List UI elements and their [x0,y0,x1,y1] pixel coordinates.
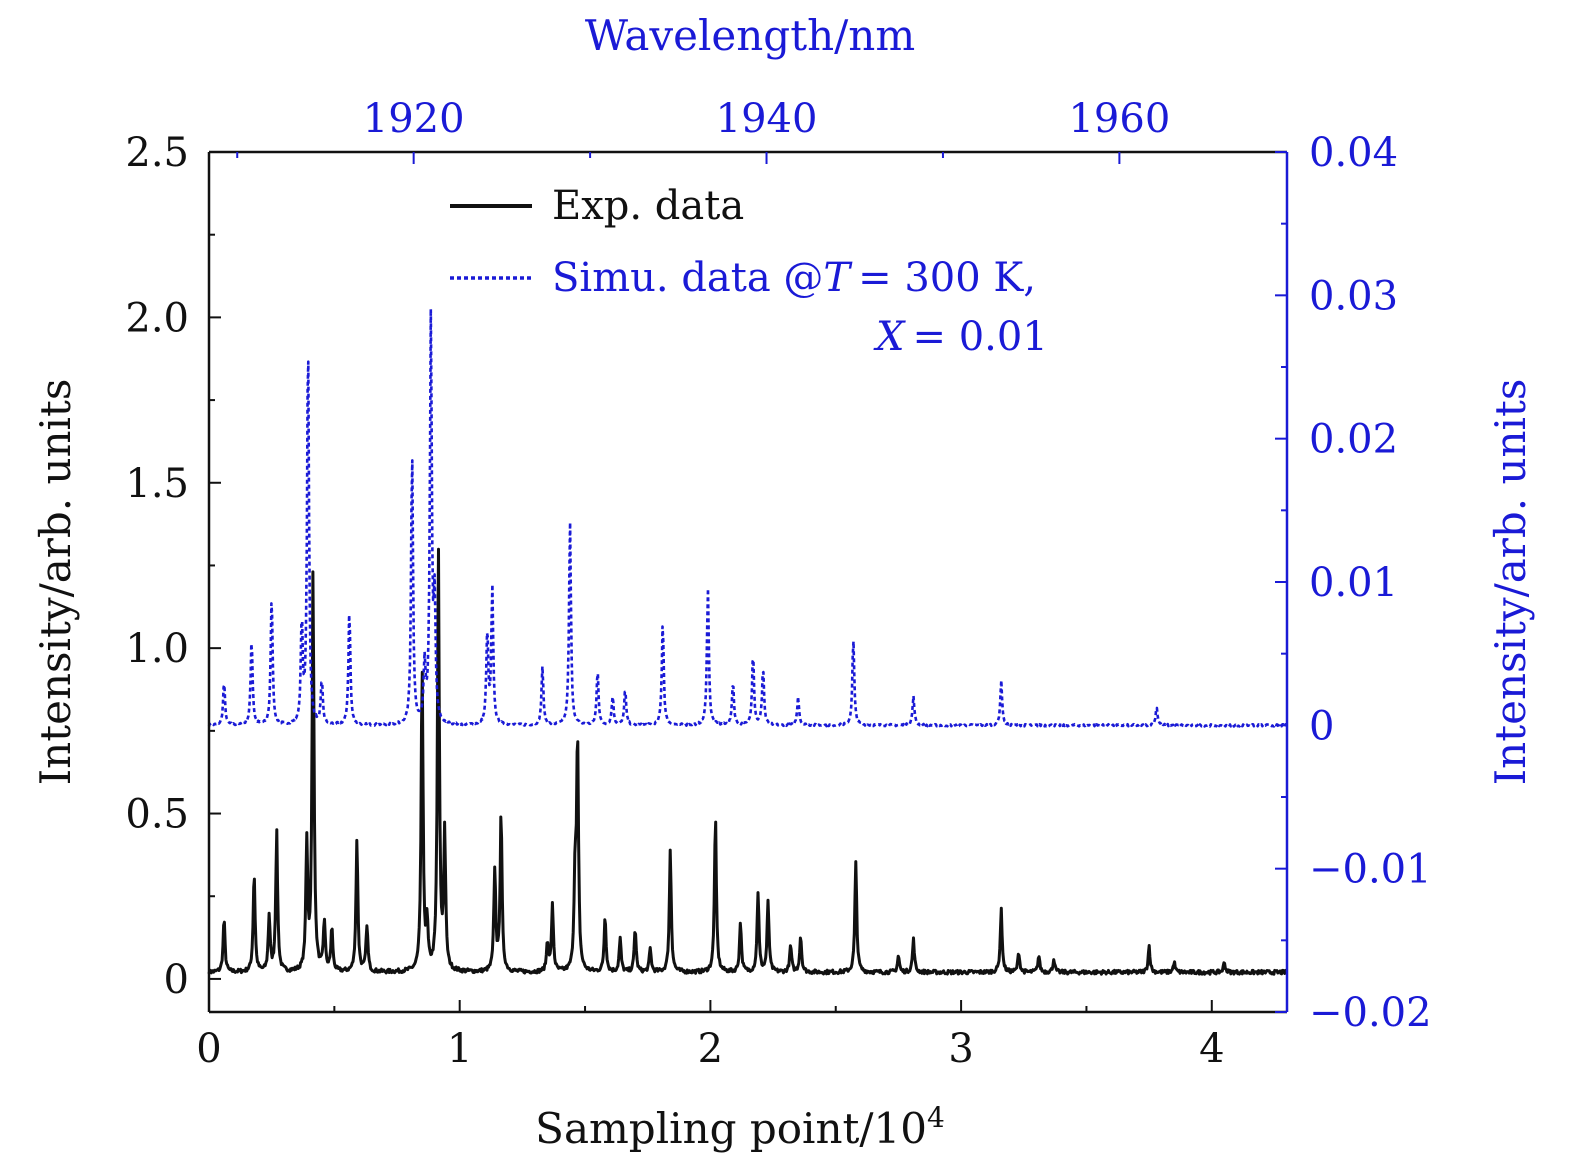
y-left-tick-label: 2.0 [125,295,189,341]
y-left-axis-title: Intensity/arb. units [31,379,80,786]
y-right-tick-label: 0.03 [1309,273,1398,319]
series-layer [207,307,1288,976]
legend-simu-label: Simu. data @T = 300 K, [552,255,1036,301]
x-tick-label: 1 [447,1026,472,1072]
y-left-tick-label: 1.5 [125,461,189,507]
y-right-axis-title: Intensity/arb. units [1486,379,1535,786]
x2-tick-label: 1940 [716,96,818,142]
x2-tick-label: 1920 [363,96,465,142]
x-tick-label: 4 [1199,1026,1224,1072]
y-left-tick-label: 0.5 [125,792,189,838]
axes-layer [207,150,1289,1014]
x2-tick-label: 1960 [1068,96,1170,142]
y-right-tick-label: −0.01 [1309,847,1432,893]
series-simu-line [207,307,1288,728]
legend: Exp. data Simu. data @T = 300 K, X = 0.01 [450,183,1048,360]
x-axis-title: Sampling point/104 [535,1101,945,1153]
y-left-tick-label: 1.0 [125,626,189,672]
y-right-tick-label: 0 [1309,703,1334,749]
y-left-tick-label: 2.5 [125,130,189,176]
y-right-tick-label: 0.01 [1309,560,1398,606]
y-right-tick-label: 0.04 [1309,130,1398,176]
x-tick-label: 3 [948,1026,973,1072]
legend-exp-label: Exp. data [552,183,744,229]
x-tick-label: 0 [196,1026,221,1072]
series-exp-line [207,547,1288,976]
y-left-tick-label: 0 [164,957,189,1003]
x-tick-label: 2 [698,1026,723,1072]
legend-simu-label-line2: X = 0.01 [873,314,1048,360]
y-right-tick-label: 0.02 [1309,417,1398,463]
tick-labels-layer: 0 1 2 3 4 0 0.5 1.0 1.5 2.0 2.5 −0.02 −0.01 0 0.01 0.02… [125,96,1431,1072]
y-right-tick-label: −0.02 [1309,990,1432,1036]
x2-axis-title: Wavelength/nm [585,11,915,60]
